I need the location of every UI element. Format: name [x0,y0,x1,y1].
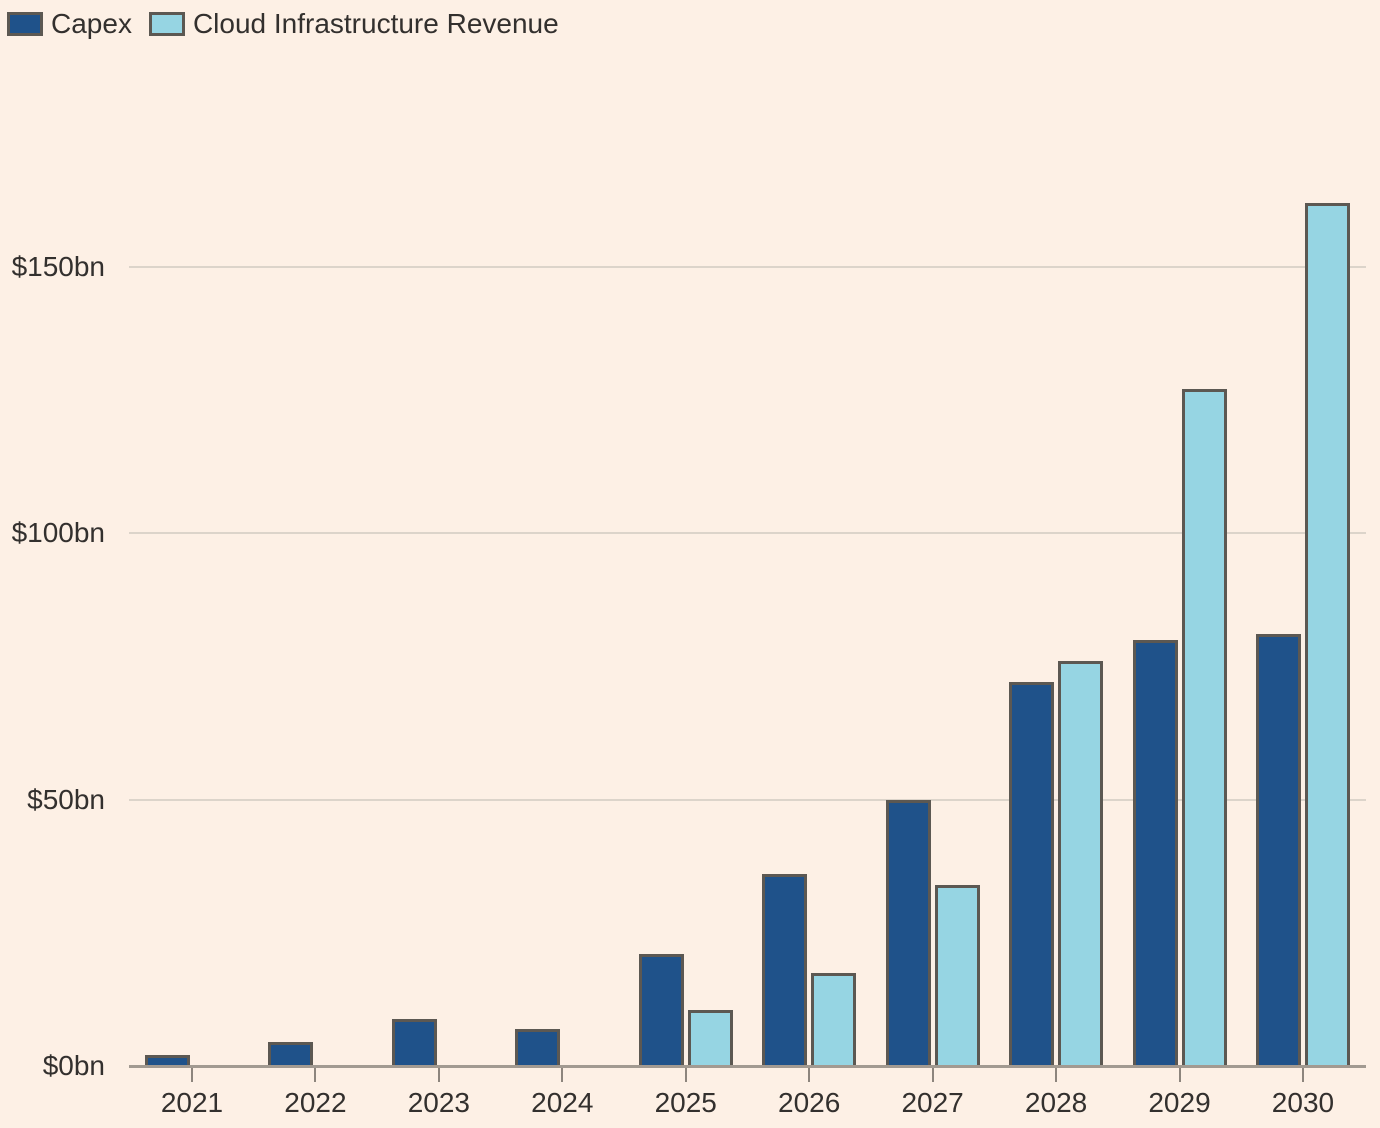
capex-bar [638,954,684,1068]
x-axis-label: 2026 [778,1087,841,1118]
capex-bar [391,1019,437,1068]
x-axis-tick [808,1066,811,1082]
capex-bar [1255,634,1301,1068]
capex-bar [762,874,808,1068]
legend-label-capex: Capex [51,8,132,39]
x-axis-tick [931,1066,934,1082]
cloud-revenue-bar [934,884,980,1068]
capex-swatch-icon [7,12,43,36]
x-axis-tick [1055,1066,1058,1082]
x-axis-label: 2024 [531,1087,594,1118]
gridline [129,798,1366,801]
x-axis-label: 2027 [901,1087,964,1118]
cloud-revenue-bar [811,972,857,1068]
x-axis-label: 2023 [407,1087,471,1118]
x-axis-label: 2025 [654,1087,717,1118]
x-axis-label: 2022 [284,1087,347,1118]
legend-item-capex: Capex [7,8,132,40]
legend-label-cloud-revenue: Cloud Infrastructure Revenue [192,8,559,39]
capex-bar [268,1042,314,1068]
x-axis-label: 2029 [1148,1087,1211,1118]
x-axis-tick [191,1066,193,1082]
cloud-revenue-bar [1181,389,1227,1068]
cloud-revenue-bar [687,1010,733,1068]
x-axis-tick [314,1066,317,1082]
y-axis-label: $0bn [42,1050,105,1081]
x-axis-label: 2021 [160,1087,224,1118]
legend-item-cloud-revenue: Cloud Infrastructure Revenue [148,8,559,40]
capex-bar [885,799,931,1068]
capex-bar [1009,682,1055,1068]
y-axis-label: $150bn [11,250,105,282]
y-axis-label: $50bn [27,783,105,815]
legend: Capex Cloud Infrastructure Revenue [7,8,559,40]
x-axis-tick [1301,1066,1304,1082]
x-axis-tick [437,1066,440,1082]
cloud-revenue-bar [1304,202,1350,1068]
x-axis-line [129,1065,1366,1068]
x-axis-tick [561,1066,564,1082]
cloud-revenue-bar [1058,660,1104,1068]
x-axis-label: 2028 [1024,1087,1088,1118]
gridline [129,532,1366,534]
y-axis-label: $100bn [11,517,105,548]
capex-bar [1132,639,1178,1068]
x-axis-tick [684,1066,687,1082]
gridline [129,265,1366,268]
x-axis-tick [1178,1066,1181,1082]
x-axis-label: 2030 [1271,1087,1335,1118]
cloud-revenue-swatch-icon [148,12,185,36]
capex-bar [515,1028,561,1068]
